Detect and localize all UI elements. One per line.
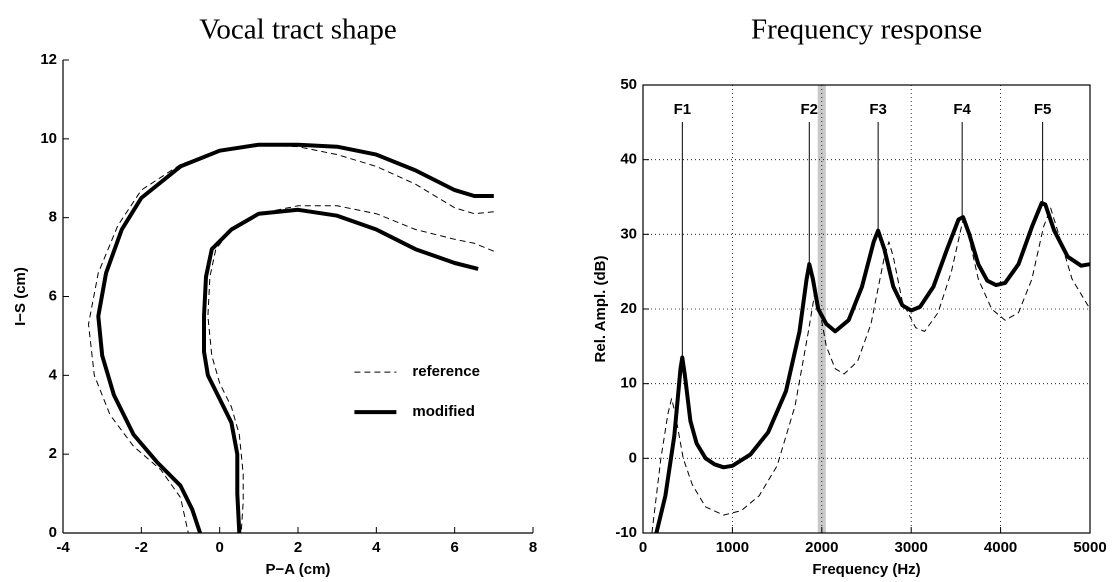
- x-tick-label: 0: [639, 539, 647, 556]
- plot-frame: [642, 84, 1091, 534]
- y-tick-label: 30: [620, 225, 637, 242]
- x-tick-label: -2: [135, 539, 148, 556]
- formant-label: F2: [801, 101, 819, 118]
- x-tick-label: -4: [56, 539, 70, 556]
- legend-label: reference: [412, 363, 480, 380]
- y-tick-label: 40: [620, 151, 637, 168]
- y-tick-label: 0: [49, 524, 57, 541]
- x-tick-label: 2000: [805, 539, 838, 556]
- data-line: [651, 207, 1091, 534]
- y-tick-label: 2: [49, 445, 57, 462]
- x-tick-label: 4000: [984, 539, 1017, 556]
- y-tick-label: 6: [49, 287, 57, 304]
- y-tick-label: 50: [620, 76, 637, 93]
- data-line: [96, 142, 494, 534]
- y-axis-label: I−S (cm): [12, 267, 29, 326]
- x-tick-label: 1000: [716, 539, 749, 556]
- formant-label: F3: [869, 101, 887, 118]
- formant-label: F5: [1034, 101, 1052, 118]
- y-axis-label: Rel. Ampl. (dB): [592, 256, 609, 363]
- formant-label: F1: [674, 101, 692, 118]
- y-tick-label: 10: [620, 375, 637, 392]
- x-tick-label: 5000: [1073, 539, 1106, 556]
- y-tick-label: 8: [49, 209, 57, 226]
- data-line: [654, 201, 1091, 534]
- chart-title: Frequency response: [751, 14, 982, 46]
- formant-label: F4: [953, 101, 971, 118]
- data-line: [88, 144, 494, 534]
- x-tick-label: 4: [372, 539, 381, 556]
- x-tick-label: 8: [529, 539, 537, 556]
- chart-title: Vocal tract shape: [199, 14, 397, 46]
- y-tick-label: 0: [629, 449, 637, 466]
- x-tick-label: 3000: [895, 539, 928, 556]
- y-tick-label: 4: [49, 366, 58, 383]
- x-tick-label: 2: [294, 539, 302, 556]
- y-tick-label: 12: [40, 51, 57, 68]
- y-tick-label: -10: [615, 524, 637, 541]
- x-tick-label: 0: [215, 539, 223, 556]
- y-tick-label: 10: [40, 130, 57, 147]
- x-axis-label: P−A (cm): [266, 561, 331, 577]
- x-axis-label: Frequency (Hz): [812, 561, 920, 577]
- x-tick-label: 6: [450, 539, 458, 556]
- legend-label: modified: [412, 403, 475, 420]
- y-tick-label: 20: [620, 300, 637, 317]
